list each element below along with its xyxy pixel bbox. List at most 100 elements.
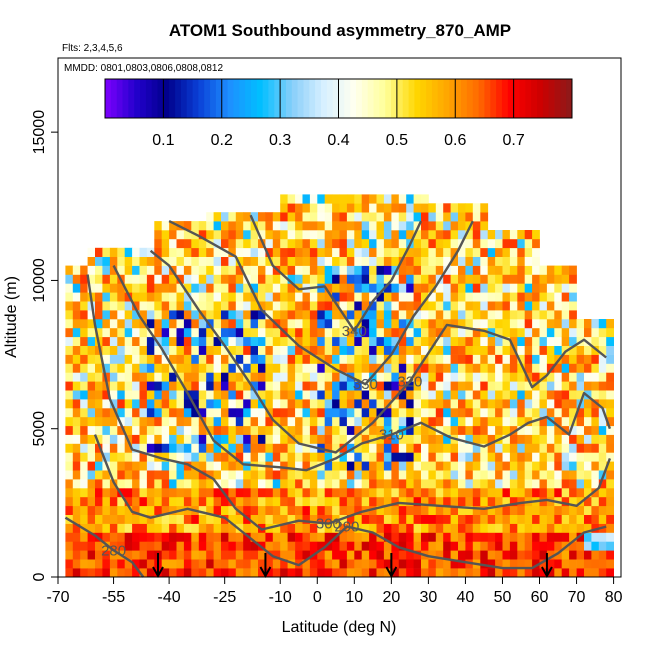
heatmap-cell — [480, 479, 489, 489]
heatmap-cell — [124, 310, 133, 320]
heatmap-cell — [317, 505, 326, 515]
heatmap-cell — [243, 292, 251, 302]
heatmap-cell — [221, 470, 229, 480]
heatmap-cell — [132, 283, 140, 293]
contour-330 — [168, 220, 474, 386]
heatmap-cell — [532, 443, 540, 453]
heatmap-cell — [398, 470, 407, 480]
heatmap-cell — [228, 408, 237, 418]
heatmap-cell — [383, 390, 392, 400]
heatmap-cell — [487, 434, 496, 444]
heatmap-cell — [154, 354, 163, 364]
heatmap-cell — [221, 221, 229, 231]
heatmap-cell — [102, 336, 111, 346]
heatmap-cell — [376, 292, 385, 302]
heatmap-cell — [487, 381, 496, 391]
heatmap-cell — [428, 381, 437, 391]
heatmap-cell — [183, 505, 192, 515]
heatmap-cell — [413, 265, 422, 275]
heatmap-cell — [206, 532, 214, 542]
heatmap-cell — [265, 479, 274, 489]
heatmap-cell — [539, 505, 548, 515]
heatmap-cell — [517, 310, 526, 320]
heatmap-cell — [109, 514, 118, 524]
heatmap-cell — [428, 496, 437, 507]
heatmap-cell — [450, 247, 459, 257]
heatmap-cell — [332, 443, 340, 453]
heatmap-cell — [109, 256, 118, 266]
heatmap-cell — [539, 336, 548, 346]
heatmap-cell — [324, 336, 333, 346]
heatmap-cell — [154, 470, 163, 480]
heatmap-cell — [250, 372, 259, 382]
heatmap-cell — [472, 532, 481, 542]
heatmap-cell — [324, 256, 333, 266]
heatmap-cell — [354, 221, 363, 231]
heatmap-cell — [228, 461, 237, 471]
heatmap-cell — [221, 461, 229, 471]
heatmap-cell — [369, 523, 377, 533]
heatmap-cell — [302, 532, 311, 542]
heatmap-cell — [161, 505, 170, 515]
heatmap-cell — [458, 550, 466, 560]
heatmap-cell — [458, 372, 466, 382]
heatmap-cell — [509, 354, 518, 364]
heatmap-cell — [332, 247, 340, 257]
heatmap-cell — [132, 274, 140, 284]
heatmap-cell — [532, 230, 540, 240]
heatmap-cell — [302, 327, 311, 338]
heatmap-cell — [361, 416, 370, 427]
heatmap-cell — [109, 568, 118, 578]
heatmap-cell — [576, 327, 585, 338]
heatmap-cell — [539, 265, 548, 275]
heatmap-cell — [361, 390, 370, 400]
heatmap-cell — [413, 194, 422, 204]
heatmap-cell — [317, 452, 326, 462]
heatmap-cell — [369, 203, 377, 213]
heatmap-cell — [406, 532, 414, 542]
heatmap-cell — [102, 523, 111, 533]
heatmap-cell — [354, 292, 363, 302]
heatmap-cell — [258, 247, 266, 257]
heatmap-cell — [109, 363, 118, 373]
heatmap-cell — [376, 496, 385, 507]
heatmap-cell — [176, 301, 185, 311]
heatmap-cell — [398, 274, 407, 284]
heatmap-cell — [124, 461, 133, 471]
heatmap-cell — [109, 532, 118, 542]
heatmap-cell — [72, 301, 81, 311]
heatmap-cell — [435, 363, 444, 373]
heatmap-cell — [295, 425, 303, 435]
heatmap-cell — [87, 354, 96, 364]
heatmap-cell — [554, 390, 563, 400]
heatmap-cell — [517, 541, 526, 551]
heatmap-cell — [124, 514, 133, 524]
heatmap-cell — [87, 283, 96, 293]
heatmap-cell — [398, 408, 407, 418]
heatmap-cell — [458, 327, 466, 338]
heatmap-cell — [532, 310, 540, 320]
heatmap-cell — [161, 408, 170, 418]
heatmap-cell — [584, 416, 592, 427]
heatmap-cell — [183, 274, 192, 284]
heatmap-cell — [183, 434, 192, 444]
heatmap-cell — [584, 363, 592, 373]
heatmap-cell — [169, 256, 177, 266]
heatmap-cell — [376, 479, 385, 489]
heatmap-cell — [428, 541, 437, 551]
heatmap-cell — [606, 336, 614, 346]
heatmap-cell — [95, 292, 103, 302]
heatmap-cell — [369, 568, 377, 578]
heatmap-cell — [169, 496, 177, 507]
heatmap-cell — [369, 212, 377, 222]
heatmap-cell — [235, 336, 244, 346]
heatmap-cell — [95, 550, 103, 560]
heatmap-cell — [95, 479, 103, 489]
heatmap-cell — [354, 238, 363, 249]
heatmap-cell — [176, 443, 185, 453]
heatmap-cell — [72, 363, 81, 373]
heatmap-cell — [487, 550, 496, 560]
heatmap-cell — [509, 310, 518, 320]
heatmap-cell — [495, 514, 503, 524]
heatmap-cell — [584, 541, 592, 551]
